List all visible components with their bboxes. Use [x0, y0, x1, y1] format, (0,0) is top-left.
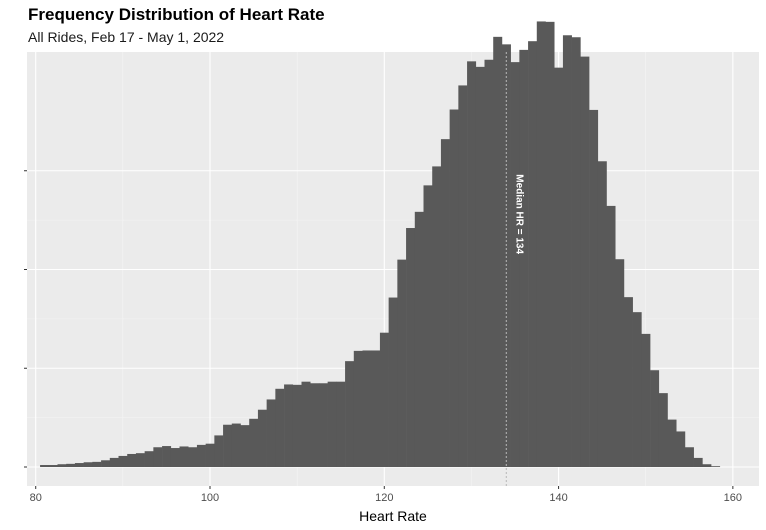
- histogram-bar: [711, 466, 721, 467]
- histogram-bar: [397, 259, 407, 467]
- histogram-bar: [406, 228, 416, 467]
- histogram-bar: [693, 457, 703, 467]
- histogram-bar: [240, 425, 250, 467]
- histogram-bar: [57, 464, 67, 467]
- histogram-bar: [597, 161, 607, 467]
- histogram-bar: [554, 67, 564, 467]
- histogram-bar: [458, 85, 468, 468]
- histogram-bar: [562, 35, 572, 467]
- chart-subtitle: All Rides, Feb 17 - May 1, 2022: [28, 29, 225, 45]
- histogram-bar: [641, 333, 651, 467]
- histogram-bar: [40, 465, 50, 467]
- histogram-bar: [545, 21, 555, 468]
- histogram-bar: [467, 61, 477, 468]
- x-axis-title: Heart Rate: [359, 508, 427, 524]
- histogram-bar: [423, 185, 433, 468]
- histogram-bar: [571, 37, 581, 468]
- histogram-bar: [650, 370, 660, 467]
- x-tick-label: 140: [549, 492, 567, 504]
- histogram-bar: [519, 49, 529, 467]
- histogram-bars: [40, 21, 721, 468]
- histogram-bar: [580, 56, 590, 467]
- histogram-bar: [414, 211, 424, 467]
- histogram-bar: [684, 447, 694, 467]
- histogram-bar: [632, 312, 642, 467]
- histogram-bar: [109, 457, 119, 467]
- histogram-bar: [318, 383, 328, 467]
- histogram-bar: [214, 435, 224, 467]
- histogram-bar: [371, 350, 381, 467]
- histogram-bar: [528, 41, 538, 467]
- histogram-bar: [353, 350, 363, 467]
- histogram-bar: [536, 21, 546, 467]
- histogram-bar: [48, 465, 58, 467]
- histogram-bar: [589, 109, 599, 468]
- chart-title: Frequency Distribution of Heart Rate: [28, 5, 325, 24]
- histogram-bar: [658, 393, 668, 467]
- histogram-bar: [327, 381, 337, 467]
- x-tick-label: 120: [375, 492, 393, 504]
- histogram-bar: [153, 447, 163, 467]
- histogram-bar: [118, 455, 128, 467]
- histogram-bar: [92, 461, 102, 467]
- histogram-bar: [249, 418, 259, 467]
- histogram-bar: [449, 109, 459, 468]
- histogram-bar: [510, 62, 520, 467]
- histogram-bar: [257, 409, 267, 467]
- histogram-bar: [432, 166, 442, 467]
- histogram-bar: [170, 448, 180, 467]
- histogram-bar: [101, 460, 111, 467]
- histogram-bar: [188, 447, 198, 467]
- histogram-bar: [266, 399, 276, 467]
- histogram-bar: [135, 453, 145, 467]
- histogram-bar: [475, 66, 485, 468]
- x-tick-label: 160: [724, 492, 742, 504]
- histogram-bar: [127, 453, 137, 467]
- histogram-bar: [179, 446, 189, 467]
- x-tick-label: 80: [30, 492, 42, 504]
- histogram-bar: [231, 423, 241, 467]
- histogram-bar: [162, 446, 172, 467]
- histogram-bar: [440, 139, 450, 467]
- histogram-bar: [196, 444, 206, 467]
- median-annotation: Median HR = 134: [513, 174, 524, 254]
- histogram-bar: [144, 451, 154, 467]
- histogram-bar: [362, 350, 372, 467]
- histogram-bar: [702, 464, 712, 467]
- x-tick-label: 100: [201, 492, 219, 504]
- histogram-bar: [66, 463, 76, 467]
- histogram-bar: [501, 44, 511, 467]
- histogram-bar: [83, 462, 93, 467]
- histogram-bar: [74, 463, 84, 467]
- histogram-bar: [493, 36, 503, 467]
- histogram-bar: [275, 388, 285, 467]
- histogram-bar: [676, 431, 686, 467]
- histogram-bar: [301, 381, 311, 467]
- histogram-bar: [284, 384, 294, 467]
- histogram-bar: [336, 381, 346, 467]
- histogram-bar: [623, 297, 633, 467]
- x-axis-ticks: 80 100 120 140 160: [30, 486, 742, 504]
- y-axis-ticks: [24, 170, 27, 468]
- histogram-bar: [310, 383, 320, 467]
- histogram-bar: [223, 424, 233, 467]
- histogram-bar: [484, 59, 494, 467]
- histogram-bar: [345, 361, 355, 467]
- histogram-bar: [667, 419, 677, 467]
- histogram-bar: [205, 443, 215, 467]
- histogram-bar: [379, 332, 389, 467]
- histogram-bar: [606, 205, 616, 467]
- histogram-bar: [292, 384, 302, 467]
- histogram-bar: [615, 259, 625, 467]
- histogram-bar: [388, 297, 398, 467]
